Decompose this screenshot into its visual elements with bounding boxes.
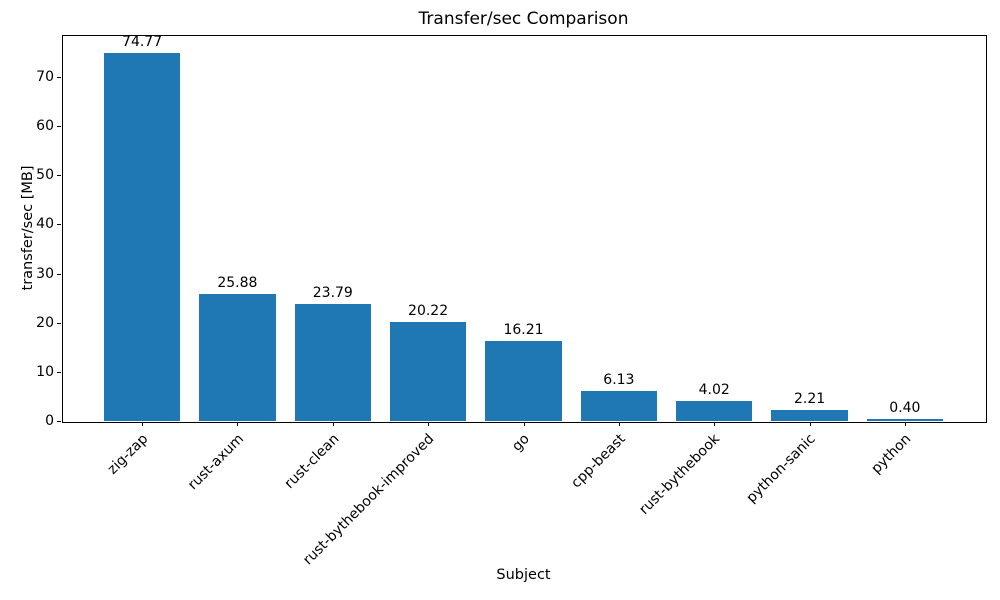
x-tick-mark (428, 422, 430, 426)
y-tick-mark (57, 273, 61, 275)
bar-python (866, 419, 944, 421)
y-tick-label: 20 (36, 314, 54, 331)
y-tick-label: 0 (45, 413, 54, 429)
bar-rust-bythebook-improved (390, 321, 467, 421)
x-tick-mark (904, 422, 906, 426)
bar-value-label: 16.21 (503, 322, 544, 339)
y-tick-mark (57, 76, 61, 78)
x-tick-label: python-sanic (743, 431, 819, 507)
y-tick-mark (57, 175, 61, 177)
x-tick-mark (809, 422, 811, 426)
x-tick-mark (237, 422, 239, 426)
y-tick-mark (57, 126, 61, 127)
y-tick-label: 10 (36, 363, 54, 380)
bar-value-label: 2.21 (794, 391, 826, 408)
bar-value-label: 23.79 (312, 285, 353, 301)
x-tick-label: python (868, 431, 915, 477)
y-tick-mark (57, 421, 61, 422)
x-tick-mark (332, 422, 334, 426)
x-tick-mark (618, 422, 620, 426)
x-tick-label: rust-axum (184, 431, 247, 494)
chart-title: Transfer/sec Comparison (418, 9, 629, 29)
y-tick-label: 60 (36, 118, 54, 134)
x-tick-mark (142, 422, 144, 426)
bar-value-label: 20.22 (408, 302, 449, 319)
y-tick-label: 30 (36, 265, 54, 282)
bar-value-label: 0.40 (889, 400, 921, 416)
bar-value-label: 6.13 (603, 371, 635, 388)
y-tick-label: 70 (36, 68, 54, 85)
y-tick-label: 50 (36, 167, 54, 184)
bar-zig-zap (104, 53, 181, 421)
bar-rust-bythebook (676, 401, 753, 421)
x-tick-mark (523, 422, 525, 426)
y-tick-mark (57, 322, 61, 324)
bar-value-label: 25.88 (217, 274, 258, 291)
bar-go (485, 341, 562, 421)
bar-value-label: 4.02 (698, 382, 730, 399)
x-tick-label: zig-zap (104, 431, 152, 478)
bar-rust-axum (199, 293, 276, 421)
x-tick-label: rust-bythebook (636, 431, 724, 518)
x-tick-mark (714, 422, 716, 426)
bar-cpp-beast (580, 390, 657, 421)
bar-value-label: 74.77 (122, 34, 163, 51)
x-tick-label: cpp-beast (567, 431, 629, 492)
x-tick-label: rust-clean (281, 431, 343, 492)
bar-rust-clean (294, 304, 371, 421)
y-tick-mark (57, 371, 61, 373)
y-tick-label: 40 (36, 216, 54, 233)
bar-python-sanic (771, 410, 848, 421)
x-axis-label: Subject (496, 567, 551, 583)
x-tick-label: go (509, 431, 533, 455)
y-tick-mark (57, 224, 61, 226)
